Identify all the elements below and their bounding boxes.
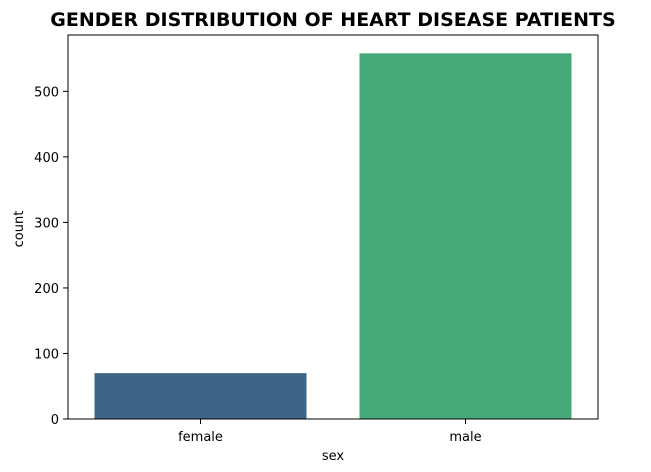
plot-area: 0 100 200 300 400 500 female male [34, 34, 599, 445]
y-tick-label: 300 [34, 216, 59, 231]
bar-male [359, 53, 572, 419]
y-tick-label: 100 [34, 347, 59, 362]
y-axis-label: count [12, 211, 27, 248]
bar-female [94, 373, 307, 419]
y-tick-label: 0 [51, 413, 59, 428]
x-tick-label-female: female [178, 430, 223, 445]
chart-title: GENDER DISTRIBUTION OF HEART DISEASE PAT… [50, 9, 615, 31]
x-axis-label: sex [322, 449, 345, 464]
y-tick-label: 400 [34, 151, 59, 166]
x-tick-label-male: male [449, 430, 481, 445]
plot-frame [67, 34, 599, 420]
y-tick-label: 200 [34, 282, 59, 297]
y-tick-label: 500 [34, 85, 59, 100]
